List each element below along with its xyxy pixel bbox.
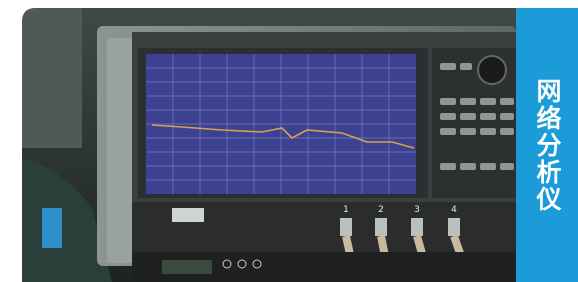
port-label: 2	[378, 205, 384, 215]
page: 1 2 3 4 网络分析仪 (() => { const data = JSON…	[0, 0, 578, 282]
port-label: 3	[414, 205, 420, 215]
port-label: 4	[451, 205, 457, 215]
side-label-panel: 网络分析仪	[516, 8, 578, 282]
photo-content: 1 2 3 4	[22, 8, 516, 282]
side-label: 网络分析仪	[529, 78, 565, 213]
port-label: 1	[343, 205, 349, 215]
instrument-photo: 1 2 3 4	[22, 8, 516, 282]
